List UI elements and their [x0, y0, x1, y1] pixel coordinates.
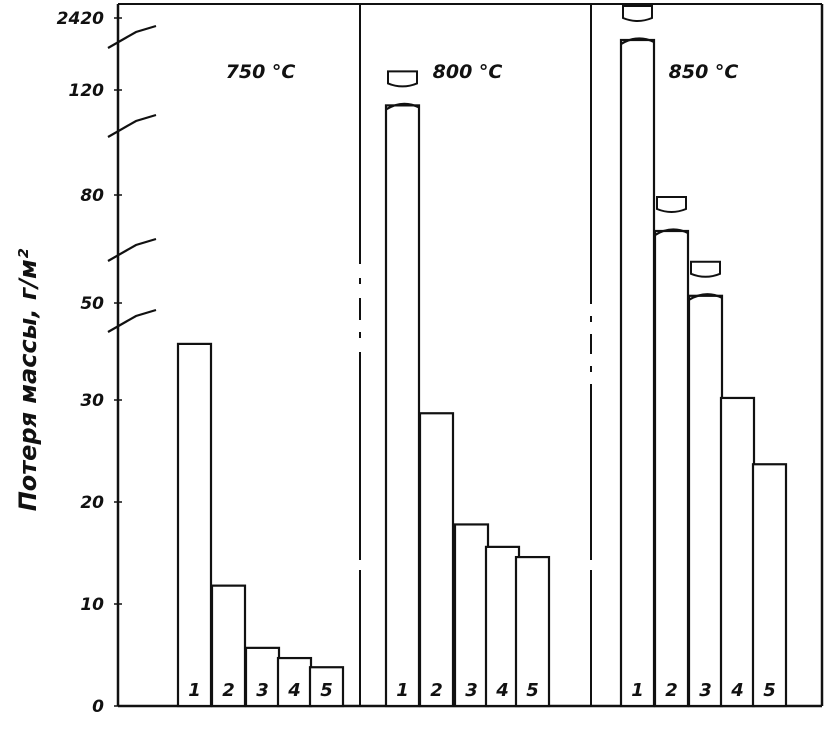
- bar-label: 4: [495, 680, 509, 701]
- bar-label: 4: [730, 680, 744, 701]
- bar-break-cap: [656, 196, 687, 213]
- bar: [514, 555, 551, 708]
- y-tick-label: 20: [80, 493, 104, 513]
- bar: [276, 656, 313, 708]
- bar: [484, 545, 521, 708]
- bar-label: 1: [631, 680, 644, 701]
- bar: [244, 646, 281, 708]
- axis-break-mark: [107, 308, 157, 333]
- bar-label: 4: [287, 680, 301, 701]
- y-axis-title: Потеря массы, г/м²: [14, 248, 42, 511]
- y-tick-label: 10: [80, 595, 104, 615]
- bar-label: 3: [256, 680, 269, 701]
- bar: [453, 523, 490, 708]
- bar-break-cap: [622, 5, 653, 22]
- bar-label: 5: [320, 680, 333, 701]
- bar: [653, 229, 690, 708]
- bar: [687, 294, 724, 708]
- group-label: 850 °C: [669, 61, 739, 83]
- axis-break-mark: [107, 237, 157, 262]
- bar: [751, 463, 788, 708]
- bar: [719, 396, 756, 708]
- bar-break-line: [654, 228, 689, 236]
- axis-break-mark: [107, 24, 157, 49]
- bar-label: 1: [396, 680, 409, 701]
- bar-break-cap: [690, 260, 721, 278]
- bar-label: 3: [699, 680, 712, 701]
- group-label: 800 °C: [433, 61, 503, 83]
- bar-break-line: [688, 293, 723, 301]
- bar-label: 1: [188, 680, 201, 701]
- bar-break-cap: [387, 70, 418, 88]
- bar-label: 3: [465, 680, 478, 701]
- bar-label: 5: [763, 680, 776, 701]
- group-label: 750 °C: [226, 61, 296, 83]
- y-tick-label: 120: [69, 81, 105, 101]
- bar-label: 2: [665, 680, 678, 701]
- y-tick-label: 2420: [57, 9, 104, 29]
- bar: [308, 666, 345, 708]
- axis-break-mark: [107, 113, 157, 138]
- bar-label: 5: [526, 680, 539, 701]
- bar: [619, 38, 656, 708]
- bar: [210, 584, 247, 708]
- bar-break-line: [385, 102, 420, 111]
- bar-label: 2: [222, 680, 235, 701]
- y-tick-label: 50: [80, 294, 104, 314]
- bar-label: 2: [430, 680, 443, 701]
- bar: [418, 412, 455, 708]
- y-tick-label: 80: [80, 186, 104, 206]
- y-tick-label: 0: [92, 697, 104, 717]
- bar: [176, 342, 213, 708]
- bar-break-line: [620, 37, 655, 45]
- bars-layer: [176, 5, 788, 708]
- bar: [384, 104, 421, 708]
- y-tick-label: 30: [80, 391, 104, 411]
